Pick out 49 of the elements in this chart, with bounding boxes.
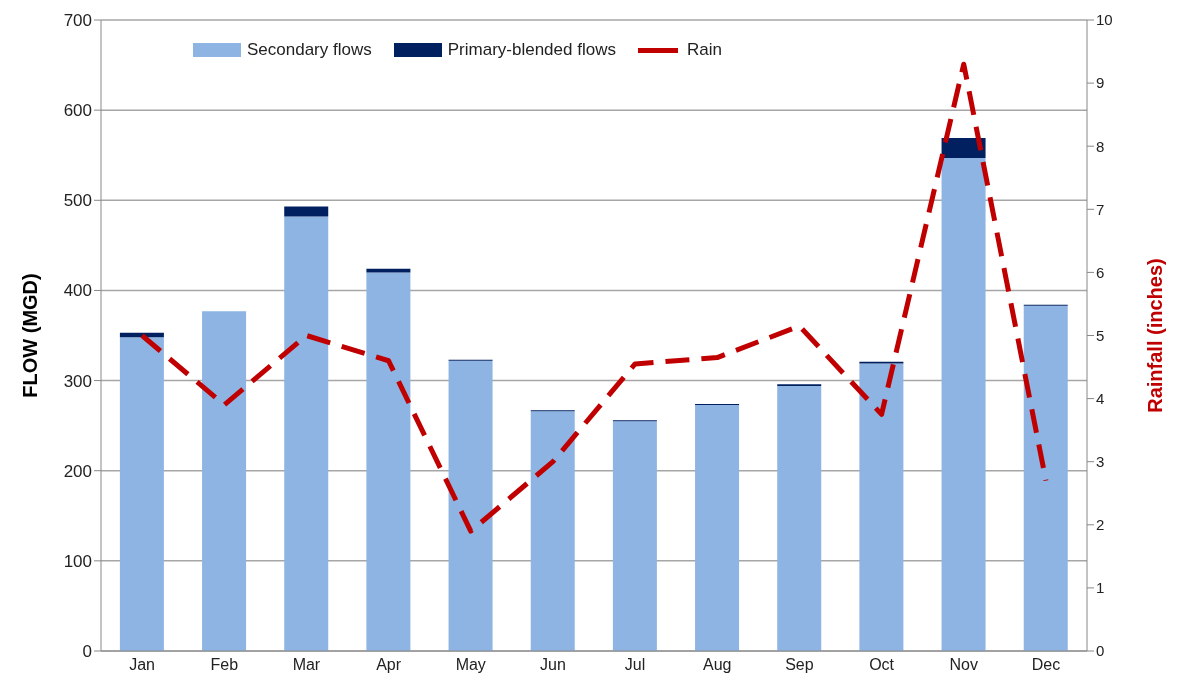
bar [695, 404, 740, 651]
bar [612, 421, 657, 651]
bar [1023, 305, 1068, 651]
y2-axis-title: Rainfall (inches) [1144, 258, 1166, 413]
legend-label: Primary-blended flows [447, 40, 616, 60]
y-tick-label: 500 [63, 191, 92, 211]
y-tick-label: 200 [63, 461, 92, 481]
x-tick-label: Jul [624, 656, 646, 674]
y2-tick-label: 8 [1096, 137, 1105, 155]
y2-tick-label: 2 [1096, 516, 1105, 534]
bar [119, 337, 164, 651]
x-tick-label: Apr [376, 656, 402, 674]
y2-tick-label: 3 [1096, 453, 1105, 471]
y-tick-label: 0 [82, 642, 92, 662]
y-tick-label: 700 [63, 11, 92, 31]
y-tick-label: 100 [63, 551, 92, 571]
bar [284, 206, 329, 217]
x-tick-label: Nov [949, 656, 978, 674]
x-tick-label: May [455, 656, 486, 674]
y2-tick-label: 6 [1096, 263, 1105, 281]
legend-label: Rain [686, 40, 722, 60]
x-tick-label: Sep [785, 656, 814, 674]
x-tick-label: Oct [869, 656, 895, 674]
bar [202, 311, 247, 651]
bar [859, 363, 904, 651]
y2-tick-label: 4 [1096, 389, 1105, 407]
bar [941, 157, 986, 651]
y-tick-label: 400 [63, 281, 92, 301]
x-tick-label: Aug [703, 656, 732, 674]
bar [284, 216, 329, 651]
y2-tick-label: 10 [1096, 11, 1113, 29]
y2-tick-label: 0 [1096, 642, 1105, 660]
y-axis-title: FLOW (MGD) [19, 273, 41, 398]
x-tick-label: Feb [210, 656, 239, 674]
y2-tick-label: 9 [1096, 74, 1105, 92]
y-tick-label: 600 [63, 101, 92, 121]
x-tick-label: Jan [129, 656, 155, 674]
bar [366, 272, 411, 651]
y2-tick-label: 1 [1096, 579, 1105, 597]
bar [448, 360, 493, 651]
y-tick-label: 300 [63, 371, 92, 391]
y2-tick-label: 7 [1096, 200, 1105, 218]
bar [777, 385, 822, 651]
legend-label: Secondary flows [247, 40, 372, 60]
x-tick-label: Jun [540, 656, 566, 674]
x-tick-label: Mar [292, 656, 321, 674]
x-tick-label: Dec [1031, 656, 1061, 674]
y2-tick-label: 5 [1096, 326, 1105, 344]
bar [530, 411, 575, 651]
